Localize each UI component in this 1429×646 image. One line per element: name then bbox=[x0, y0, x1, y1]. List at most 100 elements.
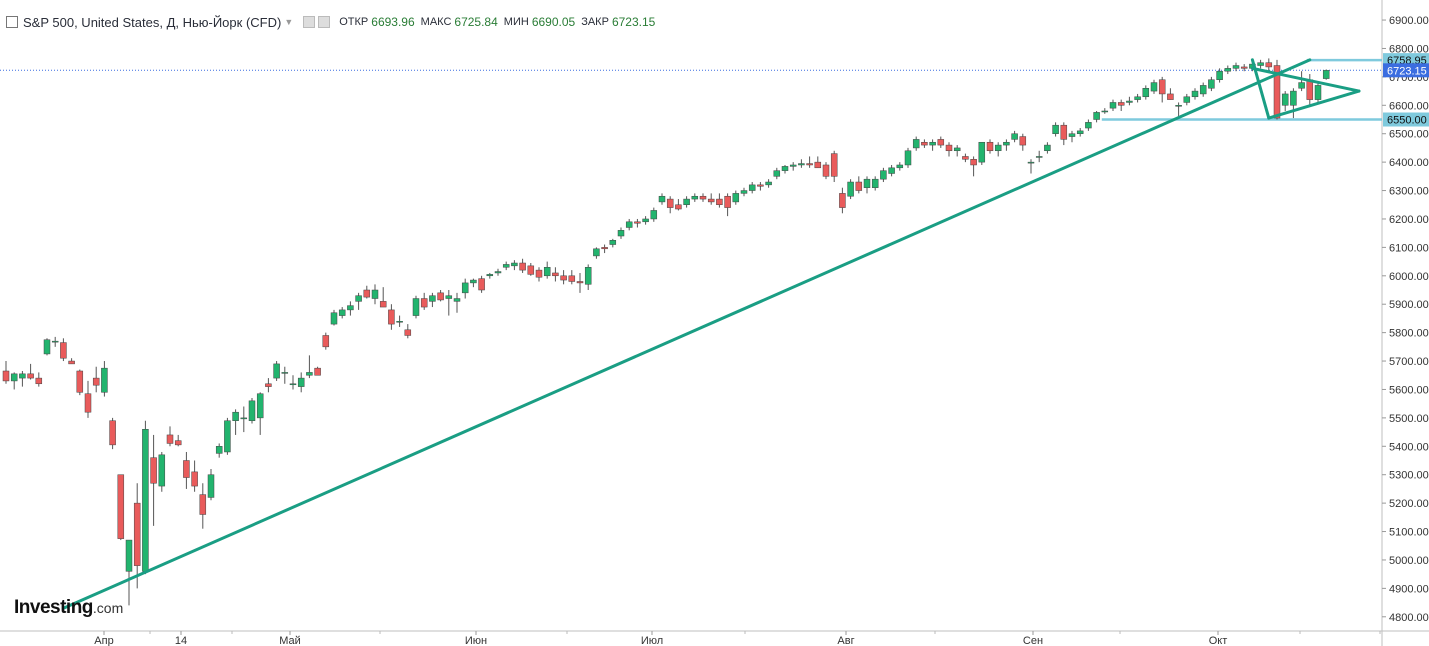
candle-body bbox=[912, 139, 920, 149]
candle-body bbox=[199, 494, 207, 515]
price-label-bg bbox=[1383, 63, 1429, 78]
candle-body bbox=[675, 204, 682, 210]
candle bbox=[166, 426, 174, 447]
candle-body bbox=[27, 373, 34, 379]
candle-body bbox=[420, 298, 428, 308]
candle bbox=[1068, 130, 1076, 143]
symbol-title[interactable]: S&P 500, United States, Д, Нью-Йорк (CFD… bbox=[23, 14, 282, 30]
candle-body bbox=[970, 159, 977, 166]
candle-body bbox=[502, 264, 510, 268]
candle bbox=[814, 156, 822, 169]
y-tick-label: 6800.00 bbox=[1389, 43, 1429, 55]
candle-body bbox=[576, 281, 584, 284]
candle bbox=[142, 420, 149, 575]
symbol-menu-icon[interactable] bbox=[6, 16, 18, 28]
candle-body bbox=[1199, 85, 1207, 95]
candle-body bbox=[1085, 122, 1092, 129]
candle-body bbox=[355, 295, 362, 302]
candle bbox=[978, 141, 986, 165]
candle-body bbox=[896, 164, 904, 169]
y-tick-label: 5200.00 bbox=[1389, 498, 1429, 510]
candle bbox=[1314, 82, 1322, 103]
candle bbox=[1150, 79, 1158, 94]
y-tick-label: 6600.00 bbox=[1389, 100, 1429, 112]
pennant-lower-line[interactable] bbox=[1267, 89, 1361, 120]
candle-body bbox=[1044, 144, 1051, 152]
trend-line[interactable] bbox=[61, 58, 1312, 610]
candle bbox=[289, 375, 297, 390]
candle bbox=[912, 136, 920, 151]
pennant-cap-line[interactable] bbox=[1250, 58, 1271, 120]
candle bbox=[675, 199, 682, 211]
open-value: 6693.96 bbox=[371, 15, 415, 29]
pennant-upper-line[interactable] bbox=[1250, 66, 1361, 93]
candle bbox=[51, 336, 59, 347]
x-tick-label: Сен bbox=[1023, 635, 1043, 646]
candle-body bbox=[1060, 124, 1068, 140]
candle bbox=[1085, 119, 1092, 131]
candle bbox=[945, 142, 953, 157]
y-tick-label: 4800.00 bbox=[1389, 612, 1429, 624]
candle-body bbox=[174, 440, 182, 446]
candle-body bbox=[904, 150, 912, 166]
candle-body bbox=[789, 164, 797, 167]
candle bbox=[765, 179, 772, 188]
candle-body bbox=[781, 166, 789, 171]
candle bbox=[265, 378, 272, 393]
candle-body bbox=[1273, 65, 1281, 119]
candle bbox=[822, 162, 830, 180]
settings-icon[interactable] bbox=[303, 16, 316, 28]
candle bbox=[1093, 110, 1100, 123]
candle-body bbox=[822, 164, 830, 177]
candle bbox=[248, 397, 256, 424]
candle-body bbox=[847, 181, 854, 197]
candle bbox=[552, 267, 559, 282]
candle-body bbox=[560, 275, 567, 281]
x-tick-label: Июл bbox=[641, 635, 663, 646]
candle bbox=[593, 247, 600, 259]
candle-body bbox=[224, 420, 231, 453]
drawings-group bbox=[61, 58, 1361, 610]
candle bbox=[1044, 142, 1051, 154]
y-tick-label: 4900.00 bbox=[1389, 583, 1429, 595]
candle-body bbox=[363, 289, 371, 298]
candle-body bbox=[798, 163, 805, 166]
candle bbox=[773, 167, 781, 180]
candle bbox=[757, 182, 764, 191]
y-tick-label: 6100.00 bbox=[1389, 242, 1429, 254]
candle bbox=[1101, 108, 1109, 114]
y-tick-label: 6400.00 bbox=[1389, 157, 1429, 169]
candle bbox=[68, 358, 75, 365]
candle-body bbox=[552, 272, 559, 277]
y-tick-label: 5300.00 bbox=[1389, 470, 1429, 482]
candle-body bbox=[543, 267, 551, 277]
candle bbox=[789, 162, 797, 171]
candle bbox=[2, 361, 10, 384]
candle-body bbox=[60, 342, 67, 359]
candle-body bbox=[494, 271, 502, 274]
candles-group bbox=[2, 58, 1330, 606]
chevron-down-icon[interactable]: ▼ bbox=[284, 17, 294, 27]
candle-body bbox=[51, 340, 59, 343]
x-tick-label: Авг bbox=[837, 635, 854, 646]
low-label: МИН bbox=[503, 16, 529, 28]
candle bbox=[404, 324, 412, 339]
candle-body bbox=[117, 474, 125, 539]
time-axis[interactable]: Апр 14 Май Июн Июл Авг Сен Окт bbox=[94, 631, 1381, 646]
candle-body bbox=[830, 153, 838, 177]
candle bbox=[27, 363, 34, 380]
candle-body bbox=[863, 178, 871, 188]
hide-icon[interactable] bbox=[318, 16, 331, 28]
candle-body bbox=[888, 167, 895, 174]
candle bbox=[1060, 122, 1068, 146]
candle-body bbox=[297, 377, 305, 387]
investing-logo: Investing.com bbox=[14, 597, 123, 619]
candle-body bbox=[625, 221, 633, 228]
candle-body bbox=[1167, 93, 1174, 100]
y-tick-label: 5500.00 bbox=[1389, 413, 1429, 425]
candle-body bbox=[445, 295, 453, 299]
price-axis[interactable]: 4800.00 4900.00 5000.00 5100.00 5200.00 5300.… bbox=[1382, 15, 1429, 624]
candle-body bbox=[314, 367, 321, 376]
candle bbox=[937, 136, 945, 148]
